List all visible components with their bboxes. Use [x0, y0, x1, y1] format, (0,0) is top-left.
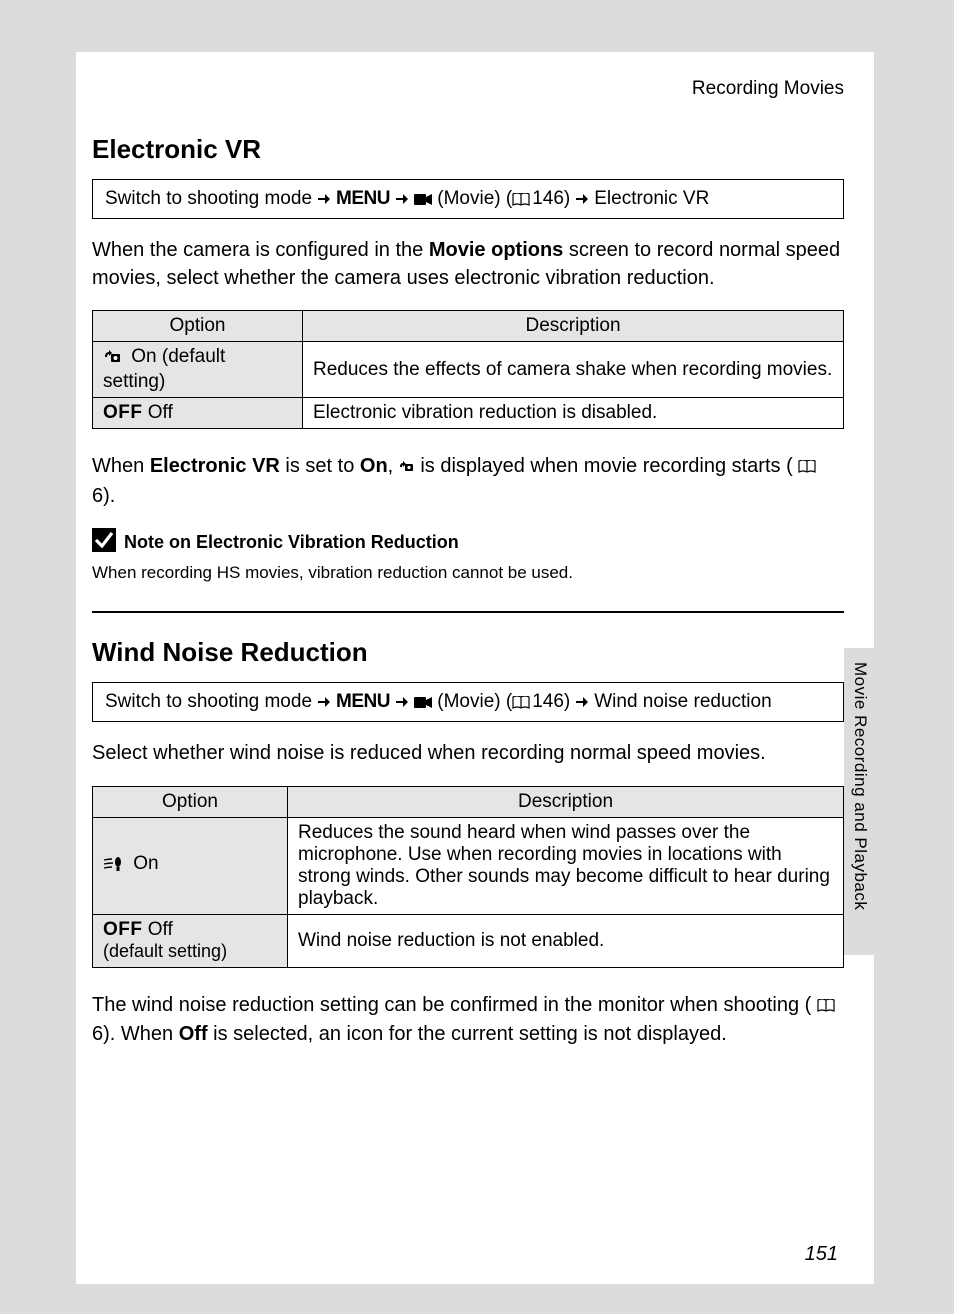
- option-cell: OFF Off: [93, 398, 303, 429]
- intro-text: Select whether wind noise is reduced whe…: [92, 740, 844, 768]
- heading-electronic-vr: Electronic VR: [92, 134, 844, 165]
- breadcrumb-wind-noise: Switch to shooting mode MENU (Movie) ( 1…: [92, 682, 844, 722]
- note-title: Note on Electronic Vibration Reduction: [124, 532, 459, 553]
- table-electronic-vr: Option Description On (default setting) …: [92, 310, 844, 429]
- table-header-row: Option Description: [93, 786, 844, 817]
- off-label: OFF: [103, 919, 143, 940]
- crumb-text: (Movie) (: [437, 691, 512, 713]
- desc-cell: Electronic vibration reduction is disabl…: [303, 398, 844, 429]
- desc-cell: Wind noise reduction is not enabled.: [288, 914, 844, 967]
- crumb-text: Switch to shooting mode: [105, 188, 312, 210]
- book-ref-icon: [512, 696, 530, 709]
- after-text: The wind noise reduction setting can be …: [92, 992, 844, 1048]
- page-number: 151: [805, 1243, 838, 1266]
- arrow-right-icon: [317, 695, 331, 709]
- note-heading-row: Note on Electronic Vibration Reduction: [92, 528, 844, 557]
- page-content: Recording Movies Electronic VR Switch to…: [76, 52, 874, 1284]
- intro-text: When the camera is configured in the Mov…: [92, 237, 844, 292]
- off-label: OFF: [103, 402, 143, 423]
- book-ref-icon: [512, 193, 530, 206]
- book-ref-icon: [817, 993, 835, 1021]
- arrow-right-icon: [395, 192, 409, 206]
- table-row: On Reduces the sound heard when wind pas…: [93, 817, 844, 914]
- after-text: When Electronic VR is set to On, is disp…: [92, 453, 844, 510]
- table-row: On (default setting) Reduces the effects…: [93, 342, 844, 398]
- movie-icon: [414, 192, 432, 207]
- option-cell: OFF Off (default setting): [93, 914, 288, 967]
- crumb-text: Electronic VR: [594, 188, 709, 210]
- crumb-text: 146): [532, 188, 570, 210]
- arrow-right-icon: [317, 192, 331, 206]
- desc-cell: Reduces the effects of camera shake when…: [303, 342, 844, 398]
- vr-display-icon: [399, 455, 415, 483]
- menu-label: MENU: [336, 188, 390, 210]
- crumb-text: Switch to shooting mode: [105, 691, 312, 713]
- table-wind-noise: Option Description On Reduces the sound …: [92, 786, 844, 968]
- wind-on-icon: [103, 856, 125, 878]
- note-body: When recording HS movies, vibration redu…: [92, 563, 844, 583]
- crumb-text: (Movie) (: [437, 188, 512, 210]
- arrow-right-icon: [395, 695, 409, 709]
- crumb-text: Wind noise reduction: [594, 691, 771, 713]
- desc-cell: Reduces the sound heard when wind passes…: [288, 817, 844, 914]
- arrow-right-icon: [575, 695, 589, 709]
- menu-label: MENU: [336, 691, 390, 713]
- th-description: Description: [303, 311, 844, 342]
- th-description: Description: [288, 786, 844, 817]
- section-divider: [92, 611, 844, 613]
- crumb-text: 146): [532, 691, 570, 713]
- arrow-right-icon: [575, 192, 589, 206]
- option-cell: On: [93, 817, 288, 914]
- vr-on-icon: [103, 349, 123, 371]
- breadcrumb-electronic-vr: Switch to shooting mode MENU (Movie) ( 1…: [92, 179, 844, 219]
- book-ref-icon: [798, 454, 816, 482]
- heading-wind-noise: Wind Noise Reduction: [92, 637, 844, 668]
- table-header-row: Option Description: [93, 311, 844, 342]
- header-section: Recording Movies: [92, 78, 844, 100]
- option-cell: On (default setting): [93, 342, 303, 398]
- table-row: OFF Off Electronic vibration reduction i…: [93, 398, 844, 429]
- movie-icon: [414, 695, 432, 710]
- side-tab-label: Movie Recording and Playback: [850, 662, 870, 910]
- th-option: Option: [93, 786, 288, 817]
- table-row: OFF Off (default setting) Wind noise red…: [93, 914, 844, 967]
- checkmark-box-icon: [92, 528, 116, 557]
- th-option: Option: [93, 311, 303, 342]
